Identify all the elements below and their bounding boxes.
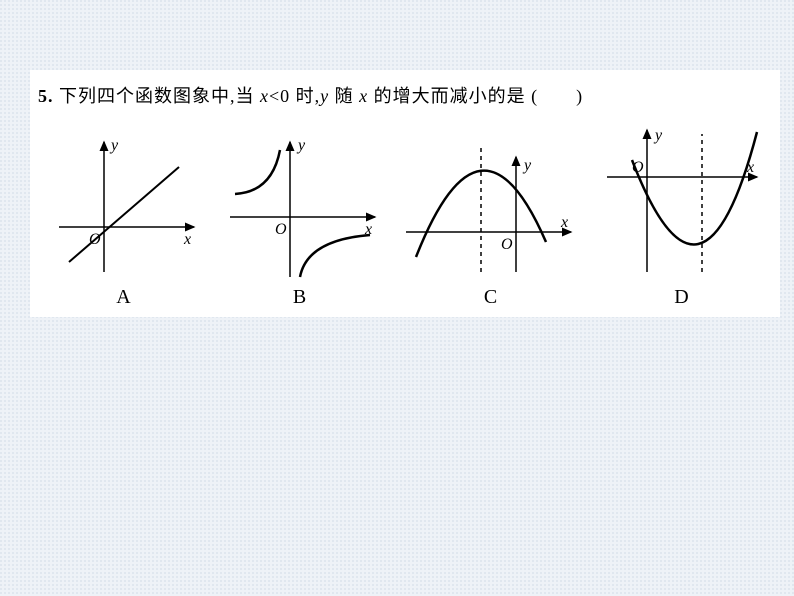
q-text-mid2: 随 xyxy=(329,86,359,106)
origin-label: O xyxy=(632,159,644,176)
option-label-B: B xyxy=(220,286,380,309)
question-number: 5. xyxy=(38,86,54,106)
q-text-after: 的增大而减小的是 ( ) xyxy=(368,86,583,106)
x-label: x xyxy=(560,214,568,231)
option-label-C: C xyxy=(401,286,581,309)
graph-B-branch1 xyxy=(235,150,280,194)
graph-D-svg: O x y xyxy=(602,122,762,282)
graph-D: O x y D xyxy=(602,122,762,309)
graphs-row: O x y A O x y B xyxy=(38,122,772,309)
x-label: x xyxy=(183,231,191,248)
graph-C: O x y C xyxy=(401,132,581,309)
origin-label: O xyxy=(501,236,513,253)
q-yvar: y xyxy=(320,86,329,106)
graph-B: O x y B xyxy=(220,132,380,309)
y-label: y xyxy=(653,127,663,144)
q-xvar: x xyxy=(260,86,269,106)
x-label: x xyxy=(364,221,372,238)
q-lt: < xyxy=(269,86,280,106)
option-label-D: D xyxy=(602,286,762,309)
q-xvar2: x xyxy=(359,86,368,106)
graph-A: O x y A xyxy=(49,132,199,309)
option-label-A: A xyxy=(49,286,199,309)
q-zero: 0 xyxy=(280,86,290,106)
origin-label: O xyxy=(89,231,101,248)
graph-A-line xyxy=(69,167,179,262)
question-block: 5. 下列四个函数图象中,当 x<0 时,y 随 x 的增大而减小的是 ( ) … xyxy=(30,70,780,317)
graph-B-branch2 xyxy=(300,235,370,277)
x-label: x xyxy=(746,159,754,176)
graph-D-parabola xyxy=(632,132,757,245)
graph-B-svg: O x y xyxy=(220,132,380,282)
y-label: y xyxy=(296,137,306,154)
q-text-mid: 时, xyxy=(290,86,320,106)
graph-A-svg: O x y xyxy=(49,132,199,282)
graph-C-svg: O x y xyxy=(401,132,581,282)
q-text-1: 下列四个函数图象中,当 xyxy=(54,86,261,106)
question-text: 5. 下列四个函数图象中,当 x<0 时,y 随 x 的增大而减小的是 ( ) xyxy=(38,82,772,108)
y-label: y xyxy=(522,157,532,174)
y-label: y xyxy=(109,137,119,154)
origin-label: O xyxy=(275,221,287,238)
